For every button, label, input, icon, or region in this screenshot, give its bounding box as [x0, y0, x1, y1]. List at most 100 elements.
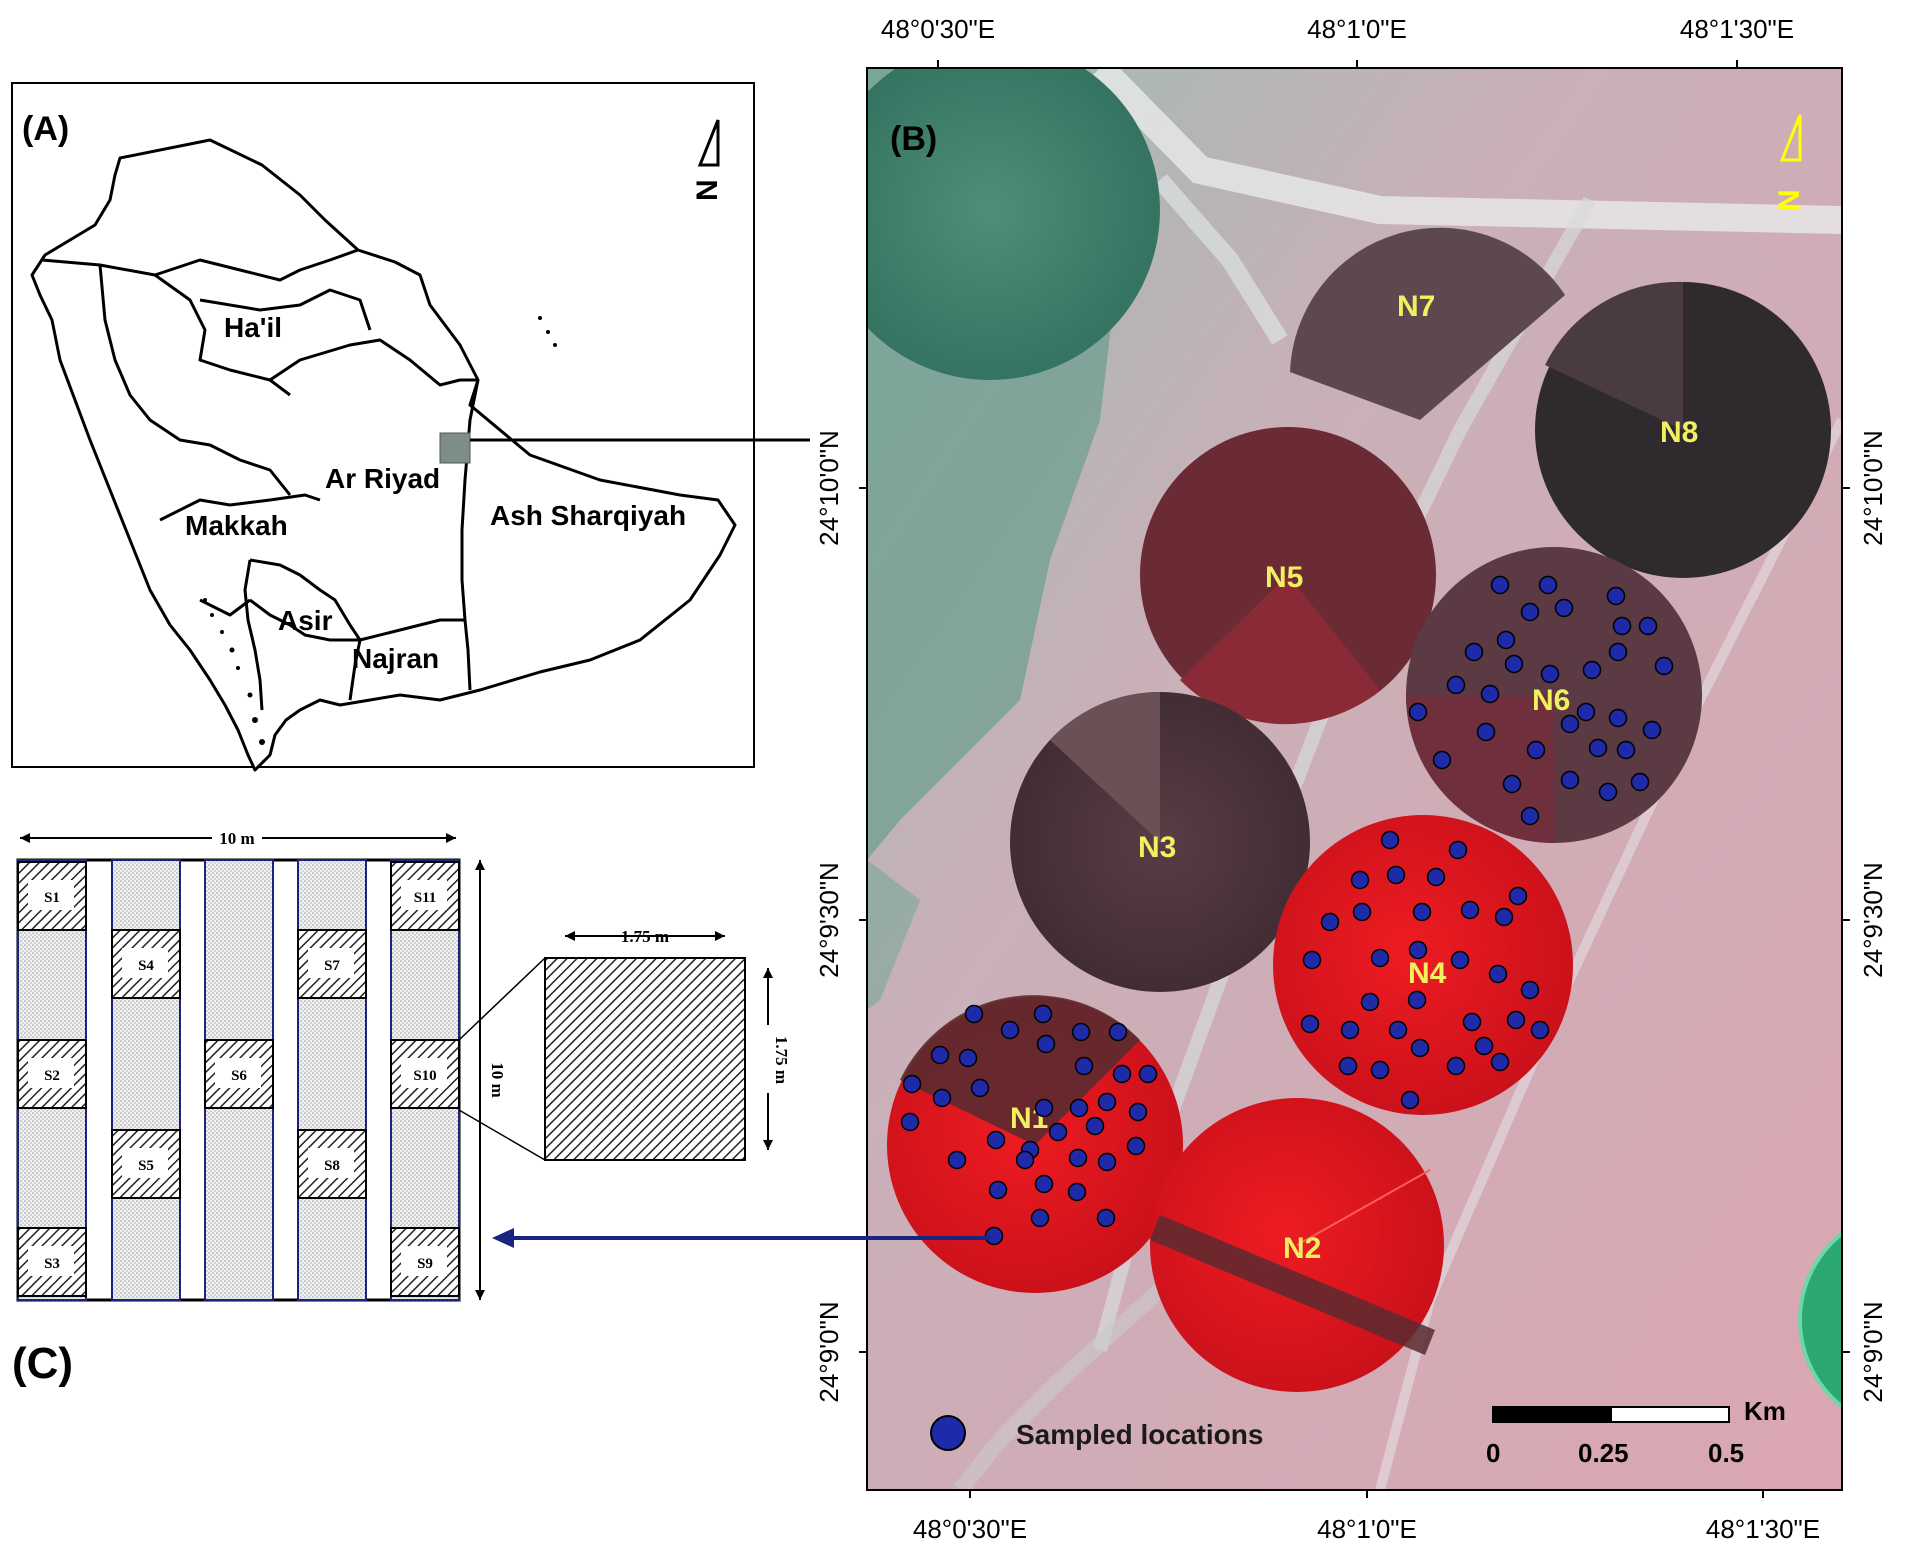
subplot-11: S11	[390, 861, 460, 931]
sample-point	[1302, 950, 1322, 970]
subplot-label: S6	[231, 1068, 247, 1084]
sample-point	[1408, 940, 1428, 960]
subplot-label: S4	[138, 958, 154, 974]
sample-point	[1036, 1034, 1056, 1054]
sample-point	[964, 1004, 984, 1024]
subplot-8: S8	[297, 1129, 367, 1199]
coast-islands	[203, 316, 557, 745]
plot-strip	[297, 859, 367, 1301]
sample-point	[1071, 1022, 1091, 1042]
field-n7	[1290, 227, 1565, 420]
panel-b-label: (B)	[890, 120, 937, 158]
panel-a-label: (A)	[22, 110, 69, 148]
sample-point	[1000, 1020, 1020, 1040]
sample-point	[1540, 664, 1560, 684]
sample-point	[1450, 950, 1470, 970]
plot-subplots: S1 S2 S3 S4 S5 S6 S7 S8 S9 S10 S11	[17, 861, 460, 1297]
subplot-4: S4	[111, 929, 181, 999]
subplot-width-dim: 1.75 m	[621, 927, 669, 946]
north-label-b: N	[1773, 189, 1806, 211]
north-arrow-a-icon: N	[691, 119, 724, 201]
lat-left-3: 24°9'0"N	[814, 1301, 844, 1402]
sample-point	[970, 1078, 990, 1098]
lon-top-2: 48°1'0"E	[1307, 14, 1407, 44]
sample-point	[1370, 1060, 1390, 1080]
legend-label: Sampled locations	[1016, 1419, 1263, 1450]
sample-point	[1408, 702, 1428, 722]
region-label-hail: Ha'il	[224, 312, 282, 343]
field-label-n5: N5	[1265, 561, 1303, 594]
sample-point	[1350, 870, 1370, 890]
region-label-ash-sharqiyah: Ash Sharqiyah	[490, 500, 686, 531]
region-label-makkah: Makkah	[185, 510, 288, 541]
sample-point	[1320, 912, 1340, 932]
sample-point	[1432, 750, 1452, 770]
subplot-3: S3	[17, 1227, 87, 1297]
region-label-asir: Asir	[278, 605, 333, 636]
lat-right-1: 24°10'0"N	[1858, 430, 1888, 546]
sample-point	[1630, 772, 1650, 792]
sample-point	[932, 1088, 952, 1108]
field-label-n2: N2	[1283, 1232, 1321, 1265]
sample-point	[930, 1045, 950, 1065]
sample-point	[1096, 1208, 1116, 1228]
sample-point	[1034, 1174, 1054, 1194]
lat-left-2: 24°9'30"N	[814, 862, 844, 978]
sample-point	[1490, 1052, 1510, 1072]
field-label-n3: N3	[1138, 831, 1176, 864]
region-label-najran: Najran	[352, 643, 439, 674]
subplot-7: S7	[297, 929, 367, 999]
subplot-9: S9	[390, 1227, 460, 1297]
sample-point	[1608, 708, 1628, 728]
field-label-n6: N6	[1532, 684, 1570, 717]
sample-point	[1520, 980, 1540, 1000]
subplot-label: S3	[44, 1256, 60, 1272]
north-arrow-b-icon: N	[1773, 114, 1806, 211]
plot-width-dim: 10 m	[219, 829, 254, 848]
sample-point	[1582, 660, 1602, 680]
sample-point	[1560, 714, 1580, 734]
sample-point	[1300, 1014, 1320, 1034]
sample-point	[1474, 1036, 1494, 1056]
sample-point	[1446, 675, 1466, 695]
sample-point	[1576, 702, 1596, 722]
sample-point	[1446, 1056, 1466, 1076]
sample-point	[1068, 1148, 1088, 1168]
subplot-1: S1	[17, 861, 87, 931]
sample-point	[947, 1150, 967, 1170]
panel-c: 10 m S1 S2 S3 S4 S5 S6 S7 S8 S9 S10 S11 10 m 1.75 …	[12, 826, 791, 1388]
plot-strip	[111, 859, 181, 1301]
sample-point	[1085, 1116, 1105, 1136]
subplot-2: S2	[17, 1039, 87, 1109]
sample-point	[1112, 1064, 1132, 1084]
sample-point	[1464, 642, 1484, 662]
subplot-label: S9	[417, 1256, 433, 1272]
subplot-label: S11	[414, 890, 437, 906]
sample-point	[1074, 1056, 1094, 1076]
sample-point	[1034, 1098, 1054, 1118]
sample-point	[1488, 964, 1508, 984]
field-label-n4: N4	[1408, 957, 1447, 990]
sample-point	[1067, 1182, 1087, 1202]
subplot-6: S6	[204, 1039, 274, 1109]
lon-bottom-1: 48°0'30"E	[913, 1514, 1027, 1544]
panel-a: (A) N	[11, 82, 810, 772]
scale-tick-025: 0.25	[1578, 1438, 1629, 1468]
sample-point	[988, 1180, 1008, 1200]
sample-point	[1108, 1022, 1128, 1042]
sample-point	[1400, 1090, 1420, 1110]
sample-point	[1504, 654, 1524, 674]
subplot-label: S1	[44, 890, 60, 906]
region-label-ar-riyad: Ar Riyad	[325, 463, 440, 494]
sample-point	[902, 1074, 922, 1094]
sample-point	[1588, 738, 1608, 758]
sample-point	[900, 1112, 920, 1132]
scale-bar: Km 0 0.25 0.5	[1486, 1396, 1786, 1468]
sample-point	[1480, 684, 1500, 704]
lat-left-1: 24°10'0"N	[814, 430, 844, 546]
lon-top-1: 48°0'30"E	[881, 14, 995, 44]
sample-point	[1642, 720, 1662, 740]
sample-point	[986, 1130, 1006, 1150]
sample-point	[1033, 1004, 1053, 1024]
panel-b: (B) N N7 N8 N5 N6 N3 N4 N1 N2 Sampled lo…	[814, 14, 1888, 1544]
